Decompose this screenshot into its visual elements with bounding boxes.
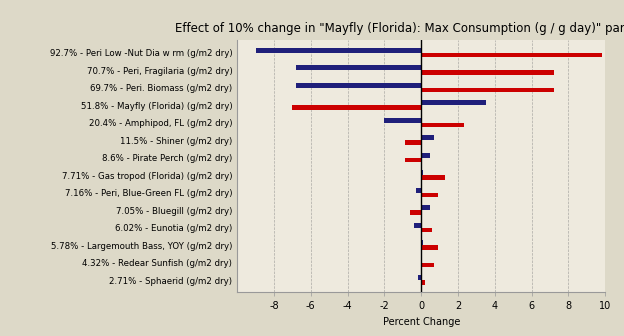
Bar <box>421 52 602 57</box>
Bar <box>410 210 421 215</box>
Bar <box>384 118 421 123</box>
Bar <box>421 175 445 180</box>
Bar <box>404 158 421 163</box>
Bar <box>421 100 485 105</box>
Title: Effect of 10% change in "Mayfly (Florida): Max Consumption (g / g day)" paramete: Effect of 10% change in "Mayfly (Florida… <box>175 22 624 35</box>
Bar <box>404 140 421 145</box>
Bar <box>421 205 431 210</box>
Bar <box>421 258 422 262</box>
Bar <box>421 170 423 175</box>
Bar <box>421 70 553 75</box>
Bar <box>421 262 434 267</box>
Bar <box>414 223 421 227</box>
Bar <box>296 65 421 70</box>
Bar <box>416 188 421 193</box>
Bar <box>421 193 438 198</box>
Bar <box>421 135 434 140</box>
Bar <box>421 123 464 127</box>
X-axis label: Percent Change: Percent Change <box>383 317 460 327</box>
Bar <box>421 240 423 245</box>
Bar <box>296 83 421 88</box>
Bar <box>421 153 431 158</box>
Bar <box>421 88 553 92</box>
Bar <box>292 105 421 110</box>
Bar <box>419 275 421 280</box>
Bar <box>256 48 421 52</box>
Bar <box>421 227 432 233</box>
Bar <box>421 280 425 285</box>
Bar <box>421 245 438 250</box>
